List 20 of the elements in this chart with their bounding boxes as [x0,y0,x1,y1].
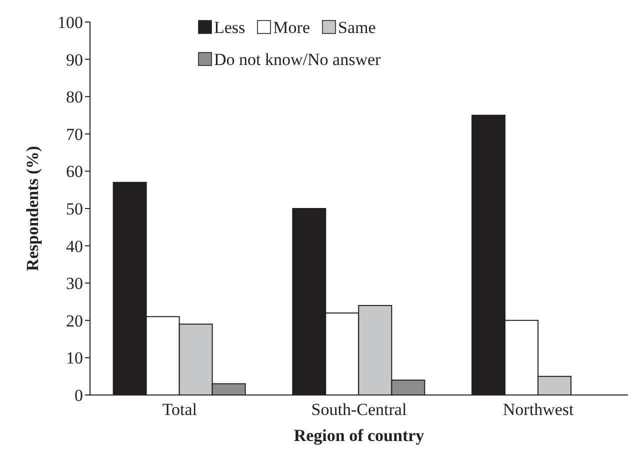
y-tick-label: 70 [66,124,83,144]
legend-label: Same [337,17,376,39]
y-tick-label: 10 [66,348,83,368]
y-tick-label: 30 [66,274,83,294]
x-tick-label: Northwest [502,400,574,420]
y-tick-label: 50 [66,200,83,219]
x-tick-label: South-Central [311,400,407,420]
y-tick-label: 100 [58,13,83,32]
legend-label: Less [213,17,246,39]
y-tick-label: 20 [66,311,83,330]
x-axis-title: Region of country [294,426,425,445]
legend-label: More [272,17,310,39]
legend-label: Do not know/No answer [213,49,381,71]
y-tick-label: 90 [66,50,83,70]
y-tick-label: 0 [74,386,83,406]
y-tick-label: 40 [66,236,83,256]
y-axis-title: Respondents (%) [23,146,42,272]
x-tick-label: Total [162,400,198,420]
y-tick-label: 80 [66,88,83,107]
y-tick-label: 60 [66,162,83,182]
